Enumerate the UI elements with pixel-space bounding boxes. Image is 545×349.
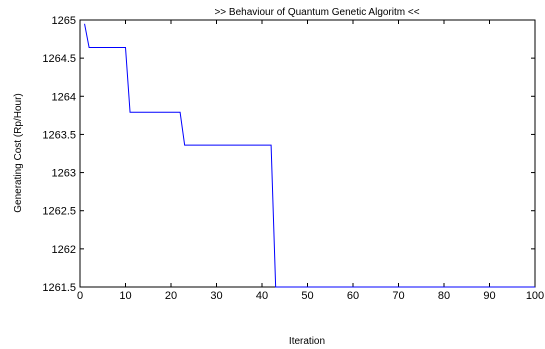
y-tick-label: 1262	[52, 244, 76, 256]
x-axis-ticks: 0 10 20 30 40 50 60 70 80 90 100	[77, 20, 544, 302]
y-axis-title: Generating Cost (Rp/Hour)	[13, 93, 24, 213]
x-tick-label: 70	[392, 290, 404, 302]
x-tick-label: 30	[210, 290, 222, 302]
x-tick-label: 60	[347, 290, 359, 302]
x-tick-label: 50	[301, 290, 313, 302]
series-line	[84, 23, 535, 288]
series-layer	[84, 23, 535, 288]
x-tick-label: 40	[256, 290, 268, 302]
y-tick-label: 1262.5	[42, 206, 76, 218]
x-tick-label: 80	[438, 290, 450, 302]
x-tick-label: 0	[77, 290, 83, 302]
chart-title: >> Behaviour of Quantum Genetic Algoritm…	[214, 7, 419, 18]
y-tick-label: 1264.5	[42, 53, 76, 65]
y-tick-label: 1263	[52, 168, 76, 180]
y-tick-label: 1261.5	[42, 282, 76, 294]
y-tick-label: 1264	[52, 91, 76, 103]
y-axis-ticks: 1261.5 1262 1262.5 1263 1263.5 1264 1264.5 1265	[42, 15, 535, 294]
x-tick-label: 90	[483, 290, 495, 302]
x-tick-label: 10	[119, 290, 131, 302]
x-axis-title: Iteration	[289, 336, 325, 347]
y-tick-label: 1265	[52, 15, 76, 27]
y-tick-label: 1263.5	[42, 129, 76, 141]
x-tick-label: 100	[526, 290, 544, 302]
x-tick-label: 20	[165, 290, 177, 302]
plot-area	[79, 19, 536, 288]
